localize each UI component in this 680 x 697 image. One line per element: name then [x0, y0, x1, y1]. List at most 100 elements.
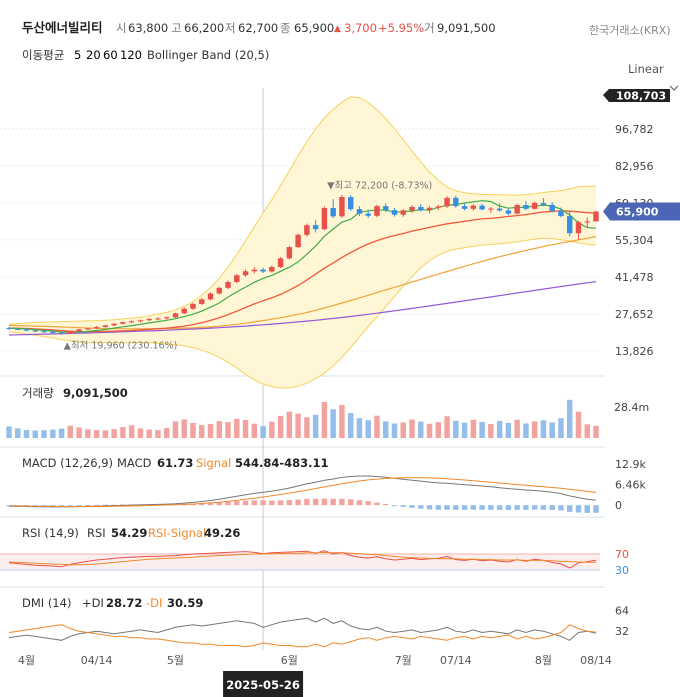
macd-histogram-bar	[286, 500, 293, 506]
volume-bar	[50, 429, 56, 438]
macd-histogram-bar	[58, 505, 65, 507]
macd-histogram-bar	[269, 500, 275, 506]
volume-bar	[58, 428, 65, 438]
candle-body	[409, 206, 415, 211]
volume-bar	[496, 420, 503, 438]
macd-histogram-bar	[242, 500, 249, 506]
candle-body	[225, 281, 231, 288]
volume-bar	[242, 419, 249, 438]
macd-histogram-bar	[347, 499, 354, 506]
volume-bar	[207, 424, 214, 438]
macd-histogram-bar	[41, 505, 47, 507]
candle-body	[41, 331, 47, 333]
candle-body	[304, 225, 310, 235]
bollinger-lower-line	[8, 237, 597, 389]
volume-bar	[172, 421, 179, 438]
ma5-line	[8, 200, 597, 333]
volume-bar	[93, 429, 100, 438]
macd-histogram-bar	[102, 504, 109, 506]
dmi-panel[interactable]: DMI (14) +DI 28.72 -DI 30.59 64 32	[8, 596, 629, 648]
annotation-max: ▼최고 72,200 (-8.73%)	[327, 181, 432, 192]
dmi-axis: 64 32	[615, 604, 629, 638]
ma20-period[interactable]: 20	[86, 48, 101, 62]
macd-histogram-bar	[444, 505, 450, 510]
candle-body	[523, 205, 529, 209]
macd-histogram-bar	[277, 500, 284, 506]
macd-histogram-bar	[479, 505, 485, 510]
scale-value[interactable]: Linear	[628, 62, 664, 76]
macd-panel[interactable]: MACD (12,26,9) MACD 61.73 Signal 544.84-…	[6, 456, 646, 513]
volume-bar	[146, 429, 152, 438]
macd-signal-value: 544.84-483.11	[235, 456, 329, 470]
candle-body	[584, 221, 590, 223]
volume-bars	[6, 399, 599, 438]
macd-histogram-bar	[6, 505, 12, 507]
macd-histogram-bar	[488, 505, 494, 510]
candle-body	[234, 275, 240, 282]
volume-bar	[435, 422, 442, 438]
macd-histogram-bar	[321, 498, 328, 506]
volume-panel[interactable]: 거래량 9,091,500 28.4m	[6, 386, 649, 438]
volume-bar	[137, 428, 144, 438]
chevron-down-icon[interactable]	[669, 85, 679, 91]
macd-histogram-bar	[470, 505, 477, 510]
candle-body	[575, 222, 582, 234]
crosshair-date-bg	[223, 671, 304, 697]
dmi-tick-label: 64	[615, 604, 629, 617]
macd-histogram-bar	[225, 501, 231, 506]
candle-body	[365, 213, 371, 216]
candle-body	[567, 216, 573, 234]
volume-bar	[444, 416, 450, 438]
candle-body	[260, 269, 266, 272]
volume-bar	[523, 423, 529, 438]
volume-bar	[488, 424, 494, 438]
rsi-signal-value: 49.26	[204, 526, 240, 540]
rsi-signal-label: RSI-Signal	[148, 526, 206, 540]
bollinger-label[interactable]: Bollinger Band (20,5)	[147, 48, 269, 62]
price-panel[interactable]: ▼최고 72,200 (-8.73%) ▲최저 19,960 (230.16%)	[6, 96, 599, 389]
volume-bar	[479, 421, 485, 438]
volume-bar	[531, 421, 538, 438]
candle-body	[531, 202, 538, 209]
candle-body	[111, 323, 117, 326]
dmi-pdi-line	[8, 617, 597, 641]
ma60-line	[8, 236, 597, 330]
macd-histogram-bar	[584, 505, 590, 513]
volume-bar	[400, 422, 406, 438]
candle-body	[269, 266, 275, 272]
high-label: 고	[171, 21, 182, 35]
volume-bar	[453, 420, 459, 438]
candle-body	[453, 197, 459, 207]
divider-dmi	[0, 586, 605, 588]
rsi-axis-30: 30	[615, 564, 629, 577]
macd-tick-label: 0	[615, 499, 622, 512]
scale-selector[interactable]: Linear	[628, 62, 679, 91]
macd-histogram-bar	[339, 498, 345, 506]
macd-histogram-bar	[93, 504, 100, 506]
candle-body	[181, 308, 187, 314]
open-value: 63,800	[128, 21, 168, 35]
ma5-period[interactable]: 5	[74, 48, 81, 62]
volume-bar	[15, 428, 21, 438]
volume-bar	[76, 427, 82, 438]
volume-bar	[321, 401, 328, 438]
candle-body	[216, 287, 222, 294]
volume-bar	[575, 411, 582, 438]
dmi-title: DMI (14)	[22, 596, 71, 610]
volume-label: 거	[424, 21, 435, 35]
ma120-period[interactable]: 120	[120, 48, 142, 62]
macd-histogram-bar	[453, 505, 459, 510]
candle-body	[50, 331, 56, 333]
volume-bar	[470, 419, 477, 438]
ohlc-summary: 시 63,800 고 66,200 저 62,700 종 65,900 ▲ 3,…	[116, 21, 496, 35]
candle-body	[295, 234, 301, 248]
max-tag-text: 108,703	[616, 90, 666, 103]
candle-body	[93, 326, 100, 329]
rsi-panel[interactable]: RSI (14,9) RSI 54.29 RSI-Signal 49.26 70…	[0, 526, 629, 577]
volume-bar	[593, 425, 599, 438]
ma60-period[interactable]: 60	[103, 48, 118, 62]
macd-histogram-bar	[251, 500, 258, 506]
stock-name: 두산에너빌리티	[22, 20, 103, 35]
volume-bar	[558, 418, 564, 438]
